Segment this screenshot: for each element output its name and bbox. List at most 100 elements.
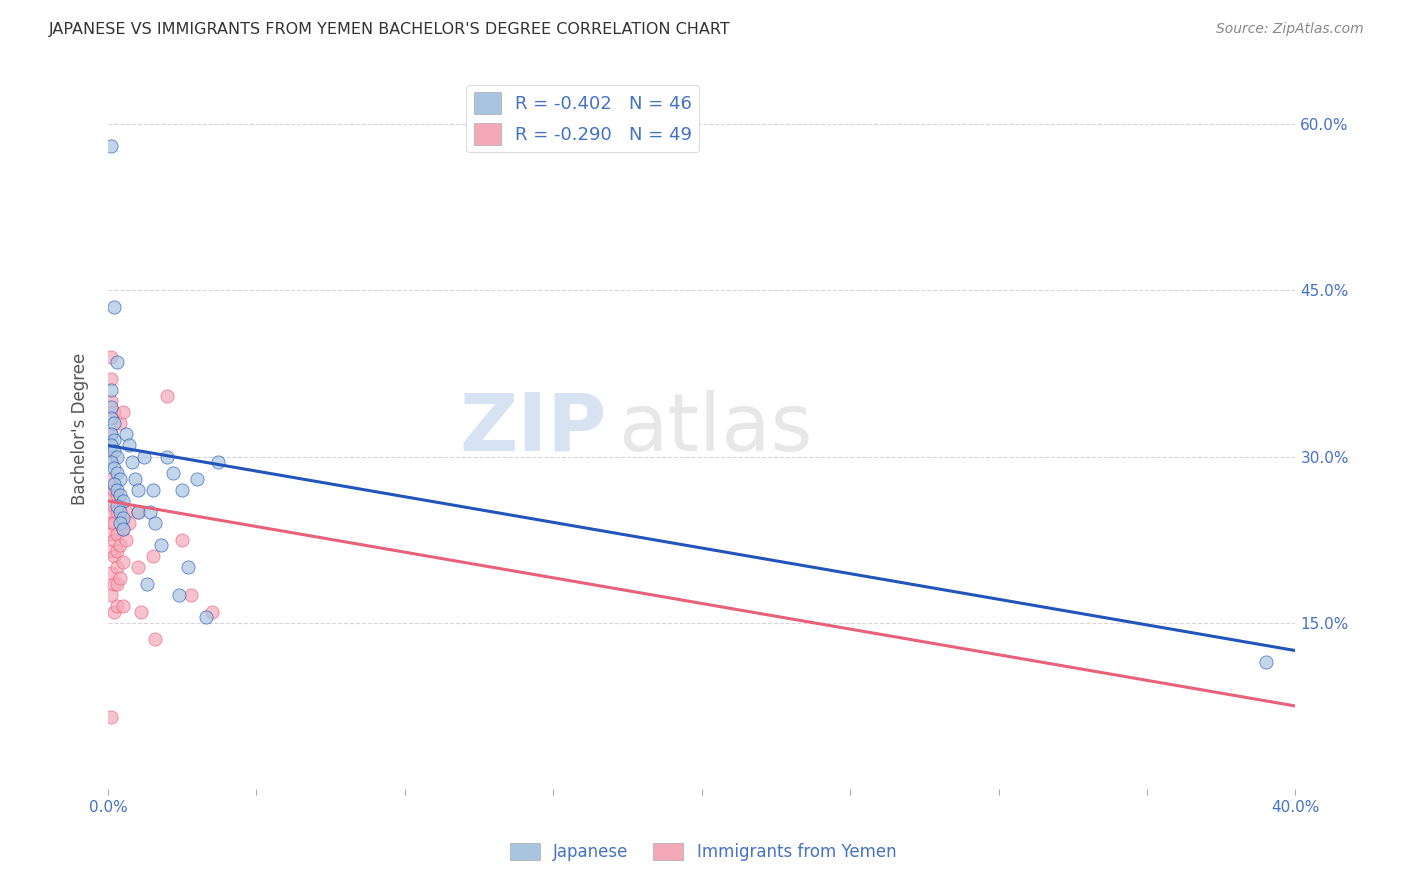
Point [121,455,143,469]
Point [186,472,208,486]
Point [100,527,122,541]
Point [105,599,128,614]
Point [103,577,125,591]
Point [105,527,128,541]
Point [180,588,202,602]
Point [103,433,125,447]
Point [108,572,131,586]
Point [103,605,125,619]
Point [103,405,125,419]
Point [100,710,122,724]
Point [100,488,122,502]
Point [100,543,122,558]
Point [111,510,134,524]
Point [111,405,134,419]
Point [141,483,163,497]
Point [177,560,200,574]
Point [127,560,149,574]
Point [100,472,122,486]
Point [100,588,122,602]
Point [103,477,125,491]
Point [111,522,134,536]
Point [105,543,128,558]
Point [103,483,125,497]
Point [111,494,134,508]
Point [114,505,136,519]
Point [108,516,131,530]
Point [108,500,131,514]
Point [108,538,131,552]
Point [100,383,122,397]
Point [111,599,134,614]
Point [103,460,125,475]
Point [100,427,122,442]
Point [141,549,163,564]
Point [132,450,155,464]
Point [100,400,122,414]
Point [103,417,125,431]
Point [108,417,131,431]
Point [127,483,149,497]
Point [129,605,152,619]
Point [105,355,128,369]
Point [127,505,149,519]
Legend: Japanese, Immigrants from Yemen: Japanese, Immigrants from Yemen [503,836,903,868]
Point [100,139,122,153]
Point [100,455,122,469]
Point [103,300,125,314]
Point [172,533,194,547]
Point [162,466,184,480]
Point [100,372,122,386]
Point [111,555,134,569]
Point [150,538,173,552]
Point [103,533,125,547]
Point [100,438,122,452]
Text: Source: ZipAtlas.com: Source: ZipAtlas.com [1216,22,1364,37]
Point [194,610,217,624]
Point [105,500,128,514]
Point [100,450,122,464]
Point [100,516,122,530]
Point [156,388,179,402]
Text: ZIP: ZIP [460,390,607,467]
Point [103,444,125,458]
Point [124,472,146,486]
Point [100,566,122,580]
Point [138,505,160,519]
Point [127,505,149,519]
Point [108,472,131,486]
Point [111,522,134,536]
Point [114,427,136,442]
Point [100,350,122,364]
Legend: R = -0.402   N = 46, R = -0.290   N = 49: R = -0.402 N = 46, R = -0.290 N = 49 [467,85,699,153]
Point [103,500,125,514]
Point [145,632,167,647]
Point [100,394,122,409]
Point [103,549,125,564]
Point [100,410,122,425]
Point [103,516,125,530]
Point [105,450,128,464]
Text: JAPANESE VS IMMIGRANTS FROM YEMEN BACHELOR'S DEGREE CORRELATION CHART: JAPANESE VS IMMIGRANTS FROM YEMEN BACHEL… [49,22,731,37]
Point [135,577,157,591]
Point [156,450,179,464]
Point [108,488,131,502]
Point [105,483,128,497]
Point [167,588,190,602]
Point [118,516,141,530]
Point [100,505,122,519]
Point [100,427,122,442]
Point [118,438,141,452]
Point [105,505,128,519]
Point [105,466,128,480]
Point [108,505,131,519]
Point [201,605,224,619]
Point [105,577,128,591]
Point [172,483,194,497]
Text: atlas: atlas [619,390,813,467]
Y-axis label: Bachelor's Degree: Bachelor's Degree [72,352,89,505]
Point [105,560,128,574]
Point [1254,655,1277,669]
Point [145,516,167,530]
Point [114,533,136,547]
